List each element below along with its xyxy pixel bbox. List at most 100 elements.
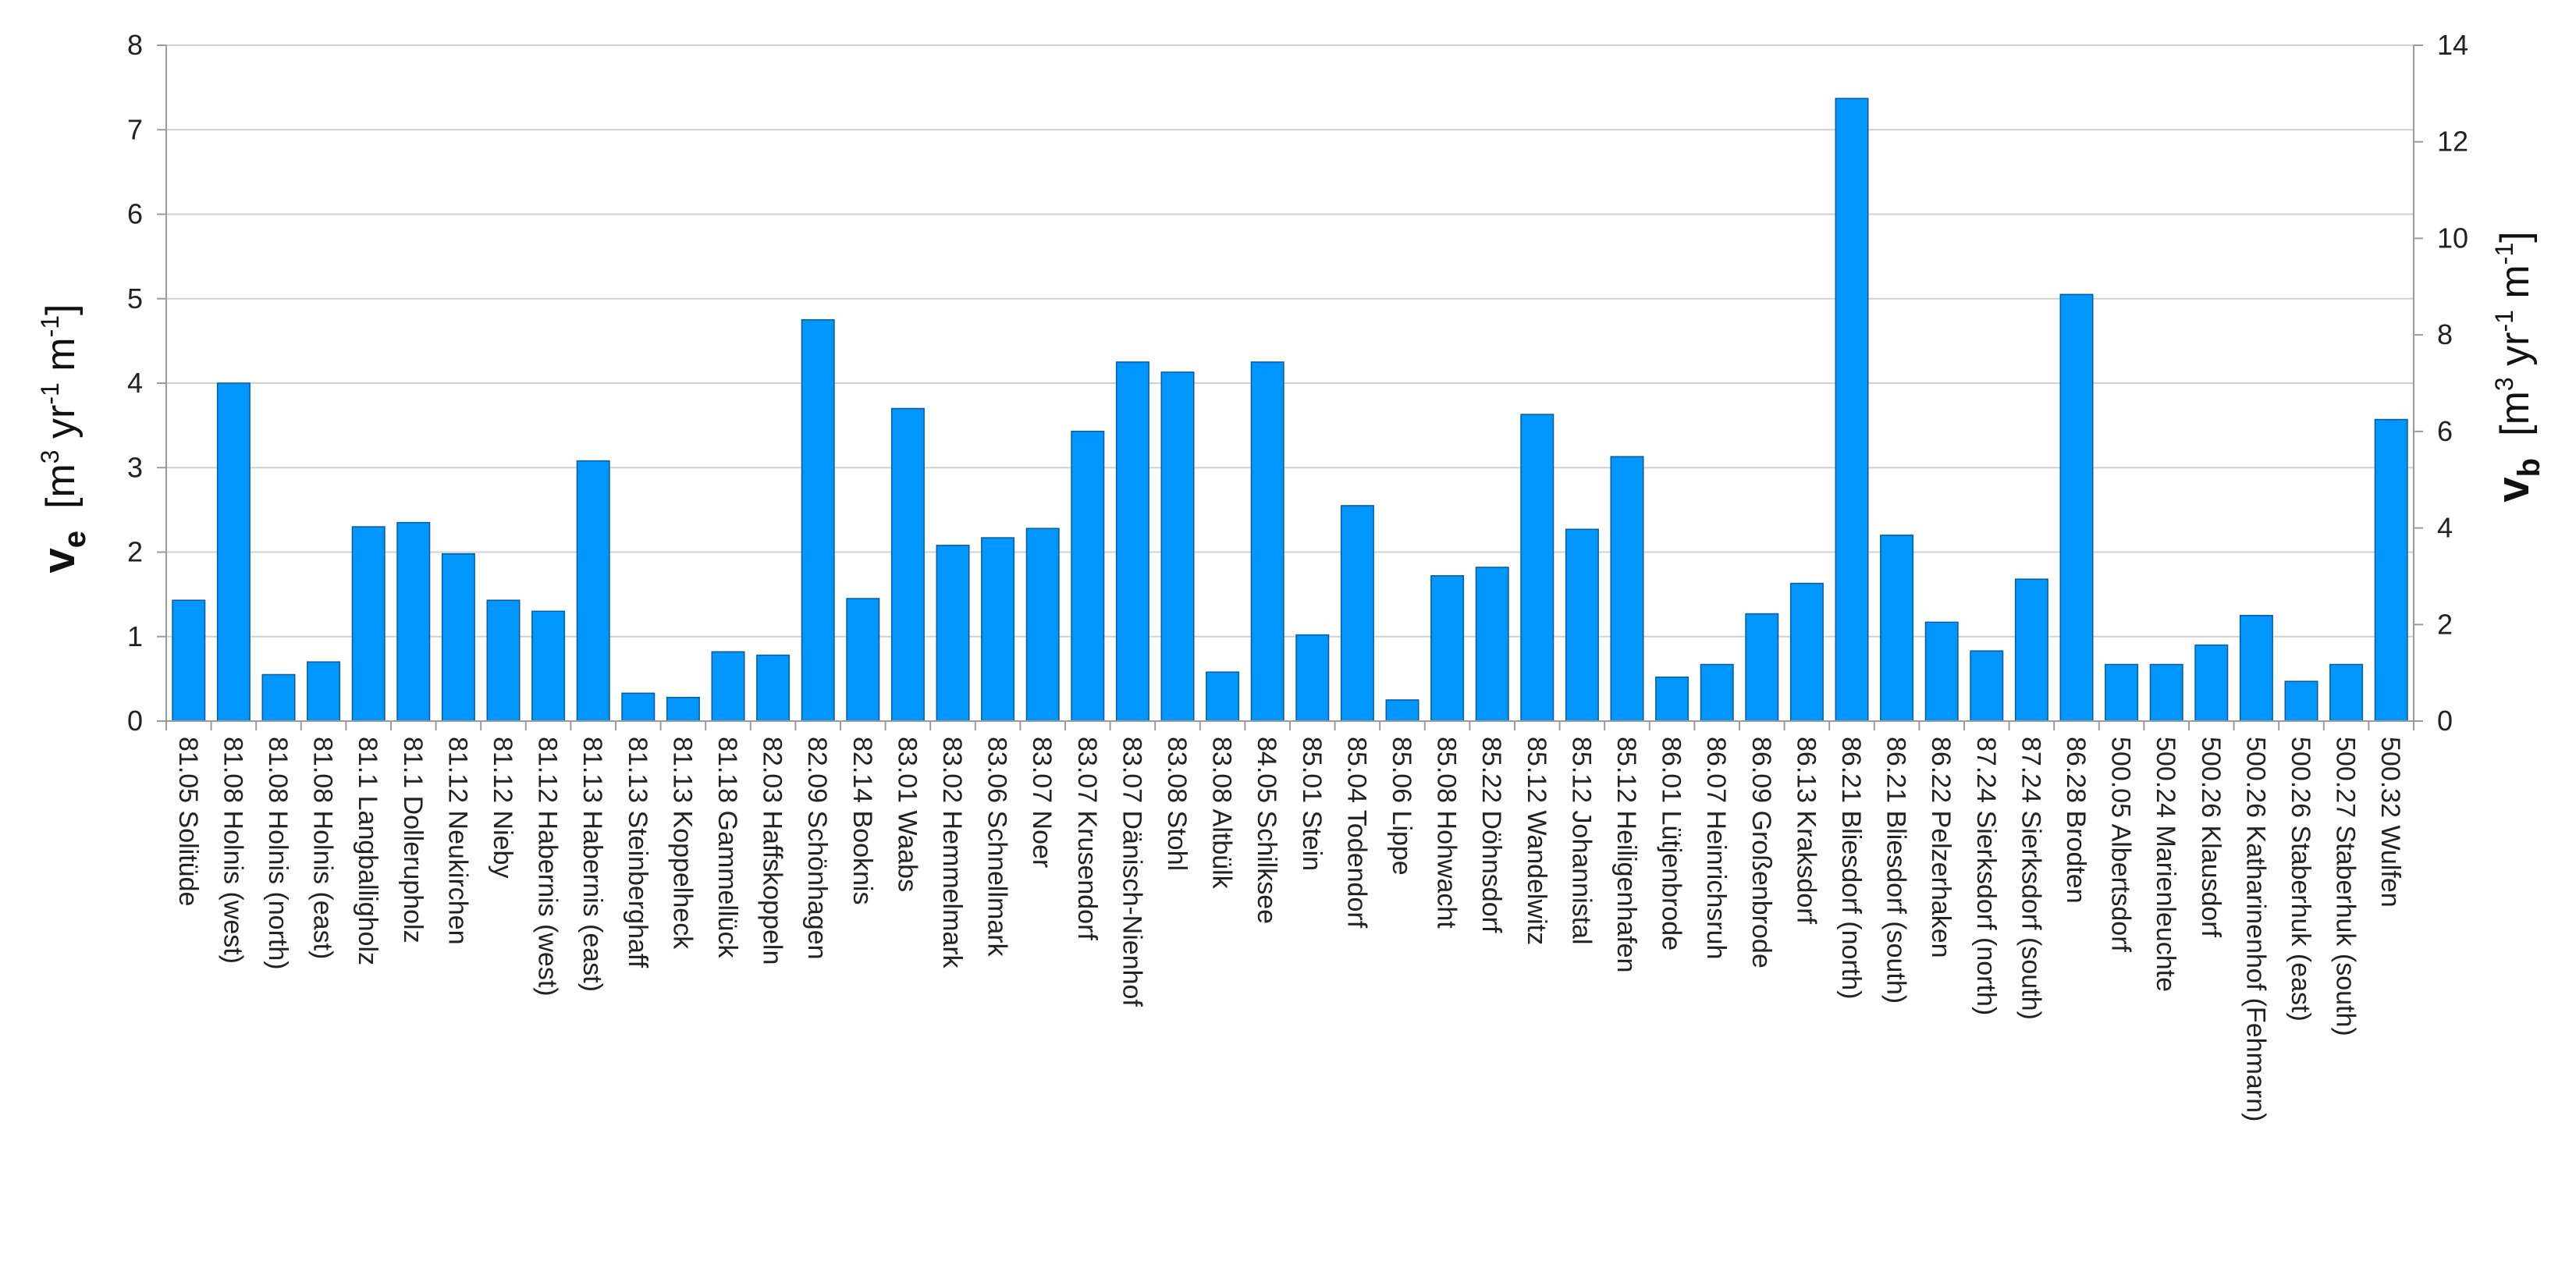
y-axis-label-left-main: v	[34, 548, 84, 573]
category-label: 81.08 Holnis (east)	[308, 737, 338, 959]
category-label: 86.09 Großenbrode	[1746, 737, 1776, 968]
category-label: 86.21 Bliesdorf (south)	[1881, 737, 1911, 1004]
bar	[531, 610, 566, 722]
category-label: 83.08 Stohl	[1162, 737, 1192, 871]
category-label: 87.24 Sierksdorf (north)	[1971, 737, 2001, 1015]
left-tick-label: 4	[127, 367, 143, 399]
right-tick-label: 8	[2437, 318, 2453, 350]
bar	[2059, 293, 2094, 722]
category-label: 85.12 Wandelwitz	[1522, 737, 1551, 945]
bar	[396, 521, 431, 722]
bar	[1385, 699, 1419, 722]
bar	[1071, 430, 1105, 722]
y-axis-label-left-unit-d: ]	[38, 304, 83, 315]
left-tick-label: 2	[127, 536, 143, 568]
bar	[1430, 575, 1465, 722]
bar	[2329, 663, 2364, 722]
category-label: 81.08 Holnis (north)	[263, 737, 293, 970]
bar	[1655, 676, 1690, 722]
category-label: 81.1 Dollerupholz	[398, 737, 428, 943]
bar	[621, 692, 656, 722]
bar	[1924, 621, 1959, 722]
y-axis-label-right-unit-c: m	[2493, 265, 2538, 310]
category-label: 81.08 Holnis (west)	[218, 737, 247, 964]
y-axis-label-right-unit-b: yr	[2493, 332, 2538, 378]
category-label: 82.09 Schönhagen	[802, 737, 832, 959]
bar	[2374, 418, 2408, 722]
bar	[2149, 663, 2183, 722]
bar	[756, 654, 791, 722]
y-axis-label-right-unit-a: [m	[2493, 391, 2538, 436]
x-category-labels: 81.05 Solitüde 81.08 Holnis (west) 81.08 H…	[173, 737, 2405, 1121]
left-tick-label: 6	[127, 198, 143, 230]
category-label: 85.06 Lippe	[1387, 737, 1416, 876]
category-label: 86.22 Pelzerhaken	[1926, 737, 1956, 958]
right-y-ticks: 0 2 4 6 8 10 12 14	[2414, 29, 2468, 737]
category-label: 81.13 Steinberghaff	[623, 737, 652, 968]
category-label: 87.24 Sierksdorf (south)	[2016, 737, 2045, 1020]
category-label: 83.07 Dänisch-Nienhof	[1117, 737, 1146, 1007]
bar	[261, 673, 296, 722]
category-label: 81.18 Gammellück	[712, 737, 742, 958]
right-tick-label: 10	[2437, 222, 2468, 254]
category-label: 85.04 Todendorf	[1341, 737, 1371, 929]
y-axis-label-left-unit-b: yr	[38, 405, 83, 450]
category-label: 500.26 Klausdorf	[2196, 737, 2226, 938]
category-label: 84.05 Schilksee	[1252, 737, 1281, 924]
right-tick-label: 2	[2437, 608, 2453, 640]
bar	[2194, 644, 2229, 722]
y-axis-label-left-sub: e	[58, 531, 92, 548]
category-label: 83.06 Schnellmark	[982, 737, 1012, 958]
category-label: 86.21 Bliesdorf (north)	[1836, 737, 1866, 999]
right-tick-label: 14	[2437, 29, 2468, 61]
left-tick-label: 5	[127, 282, 143, 314]
bar	[1115, 361, 1149, 722]
bar	[981, 537, 1015, 722]
category-label: 83.07 Krusendorf	[1072, 737, 1102, 940]
y-axis-label-right: vb[m3 yr-1 m-1]	[2488, 231, 2546, 502]
left-tick-label: 1	[127, 620, 143, 652]
category-label: 83.01 Waabs	[892, 737, 922, 892]
category-label: 86.28 Brodten	[2061, 737, 2091, 904]
right-tick-label: 6	[2437, 415, 2453, 447]
bar	[1610, 456, 1644, 722]
bar	[441, 553, 475, 722]
left-tick-label: 8	[127, 29, 143, 61]
bar	[1565, 528, 1599, 722]
category-label: 81.12 Habernis (west)	[533, 737, 563, 997]
bar	[801, 319, 835, 722]
y-axis-label-left-sup3: -1	[36, 315, 64, 337]
y-axis-label-right-sup1: 3	[2490, 377, 2518, 391]
left-tick-label: 7	[127, 113, 143, 145]
y-axis-label-left-sup2: -1	[36, 382, 64, 404]
category-label: 85.12 Johannistal	[1566, 737, 1596, 945]
y-axis-label-right-sup3: -1	[2490, 243, 2518, 265]
category-label: 500.26 Katharinenhof (Fehmarn)	[2240, 737, 2270, 1121]
bar	[351, 526, 386, 722]
category-label: 82.03 Haffskoppeln	[758, 737, 787, 965]
bar	[576, 460, 610, 722]
category-label: 83.08 Altbülk	[1207, 737, 1237, 890]
category-label: 83.02 Hemmelmark	[937, 737, 967, 969]
y-axis-label-left-sup1: 3	[36, 450, 64, 464]
bar	[936, 545, 970, 722]
category-label: 85.08 Hohwacht	[1432, 737, 1462, 929]
left-y-ticks: 0 1 2 3 4 5 6 7 8	[127, 29, 166, 737]
category-label: 85.12 Heiligenhafen	[1611, 737, 1641, 972]
bar	[1745, 613, 1779, 722]
category-label: 500.24 Marienleuchte	[2151, 737, 2180, 992]
bars	[172, 98, 2408, 722]
y-axis-label-right-sup2: -1	[2490, 310, 2518, 332]
bar	[711, 651, 745, 722]
right-tick-label: 0	[2437, 705, 2453, 737]
category-label: 85.01 Stein	[1297, 737, 1327, 871]
category-label: 85.22 Döhnsdorf	[1476, 737, 1506, 933]
bar	[1475, 567, 1509, 722]
category-label: 81.13 Koppelheck	[667, 737, 697, 950]
category-label: 500.05 Albertsdorf	[2106, 737, 2136, 953]
category-label: 81.05 Solitüde	[173, 737, 203, 906]
bar	[1520, 414, 1554, 722]
category-label: 82.14 Booknis	[847, 737, 877, 905]
y-axis-label-right-main: v	[2488, 477, 2539, 502]
category-label: 81.12 Nieby	[488, 737, 517, 878]
